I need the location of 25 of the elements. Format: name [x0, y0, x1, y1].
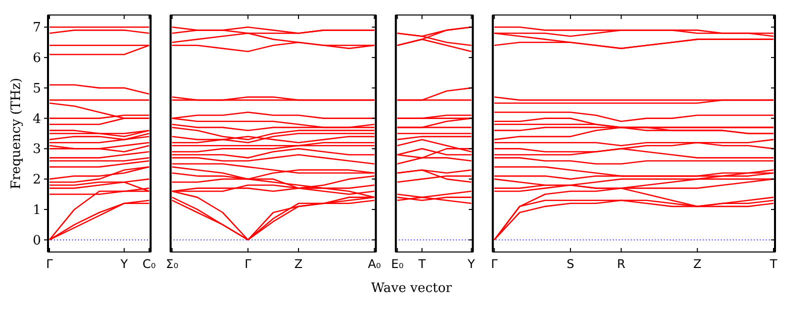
x-tick-label: R — [617, 257, 626, 271]
x-tick-label: Y — [120, 257, 129, 271]
x-tick-label: Γ — [46, 257, 54, 271]
x-tick-label: T — [768, 257, 778, 271]
y-tick-label: 1 — [32, 202, 41, 218]
x-tick-label: Γ — [490, 257, 498, 271]
x-tick-label: Z — [693, 257, 702, 271]
x-tick-label: A₀ — [368, 257, 382, 271]
x-tick-label: Σ₀ — [166, 257, 178, 271]
x-tick-label: E₀ — [391, 257, 404, 271]
x-tick-label: C₀ — [142, 257, 156, 271]
x-tick-label: Z — [294, 257, 303, 271]
x-tick-label: T — [417, 257, 426, 271]
y-axis-title: Frequency (THz) — [9, 78, 24, 190]
y-tick-label: 6 — [32, 51, 41, 66]
y-tick-label: 4 — [32, 112, 41, 127]
y-tick-label: 0 — [32, 233, 41, 248]
x-tick-label: Γ — [244, 257, 252, 271]
y-tick-label: 2 — [32, 172, 41, 188]
y-tick-label: 7 — [32, 20, 41, 36]
x-tick-label: Y — [466, 257, 476, 271]
x-axis-title: Wave vector — [371, 281, 453, 296]
y-tick-label: 3 — [32, 142, 41, 158]
x-tick-label: S — [566, 257, 574, 271]
y-tick-label: 5 — [32, 81, 41, 96]
